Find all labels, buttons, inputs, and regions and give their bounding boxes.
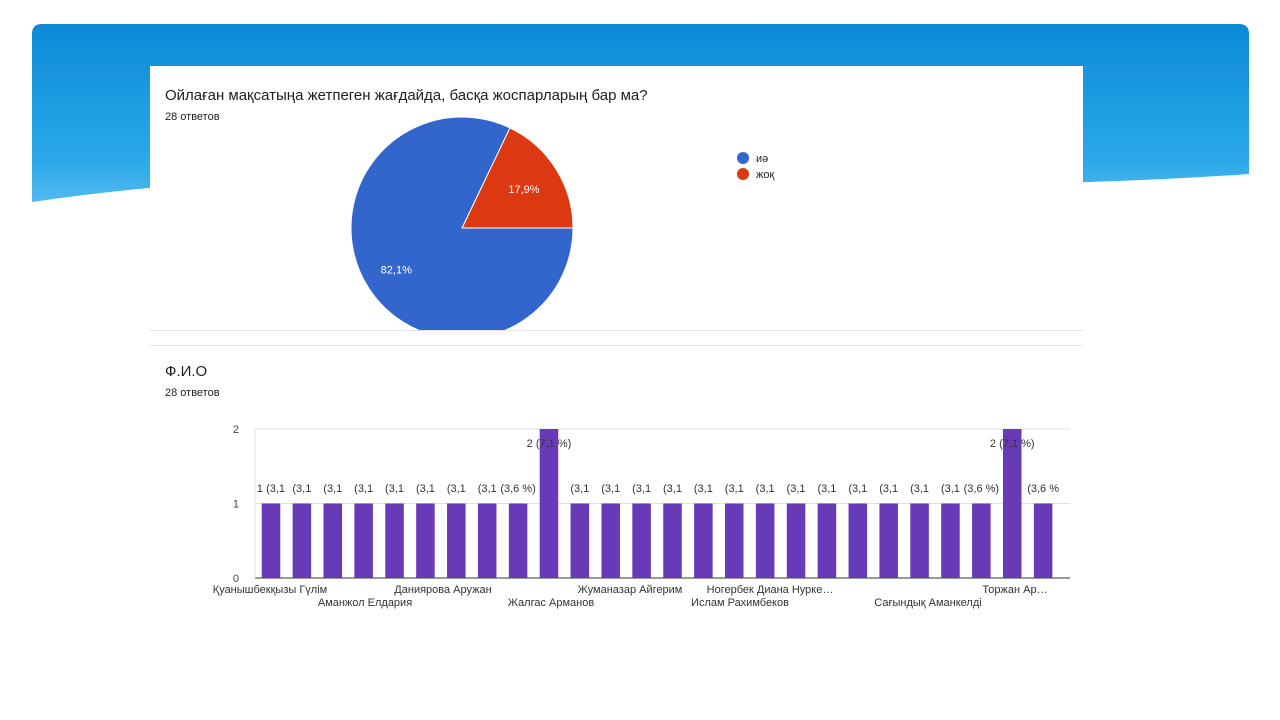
bar-value-label-2: (3,1 [323, 483, 342, 495]
bar-8 [508, 503, 528, 578]
bar-23 [972, 503, 991, 578]
bar-question-title: Ф.И.О [165, 363, 208, 380]
pie-slice-1 [461, 127, 574, 229]
bar-value-label-22: (3,1 [941, 483, 960, 495]
bar-response-count: 28 ответов [165, 387, 220, 399]
y-tick-label-2: 2 [233, 424, 239, 436]
category-label-top-3: Ногербек Диана Нурке… [707, 584, 834, 596]
bar-21 [910, 503, 929, 578]
bar-value-label-18: (3,1 [817, 483, 836, 495]
bar-11 [601, 503, 620, 578]
bar-17 [786, 503, 806, 578]
category-label-bottom-2: Ислам Рахимбеков [691, 597, 789, 609]
bar-value-label-19: (3,1 [848, 483, 867, 495]
bar-9 [539, 429, 559, 578]
bar-6 [447, 503, 466, 578]
bar-value-label-9: 2 (7,1 %) [527, 438, 572, 450]
bar-value-label-16: (3,1 [756, 483, 775, 495]
bar-value-label-11: (3,1 [601, 483, 620, 495]
bar-2 [323, 503, 343, 578]
bar-12 [632, 503, 651, 578]
bar-value-label-14: (3,1 [694, 483, 713, 495]
pie-question-card: Ойлаған мақсатыңа жетпеген жағдайда, бас… [150, 66, 1083, 331]
category-label-bottom-0: Аманжол Елдария [318, 597, 412, 609]
category-label-top-0: Қуанышбекқызы Гүлім [213, 584, 327, 596]
bar-0 [261, 503, 281, 578]
bar-3 [354, 503, 373, 578]
bar-18 [817, 503, 837, 578]
bar-value-label-21: (3,1 [910, 483, 929, 495]
bar-value-label-1: (3,1 [292, 483, 311, 495]
y-tick-label-0: 0 [233, 573, 239, 585]
legend-label-0: иә [756, 153, 768, 165]
pie-question-title: Ойлаған мақсатыңа жетпеген жағдайда, бас… [165, 87, 648, 104]
legend-swatch-0 [737, 152, 749, 164]
bar-1 [292, 503, 312, 578]
category-label-top-1: Даниярова Аружан [394, 584, 491, 596]
bar-value-label-3: (3,1 [354, 483, 373, 495]
bar-value-label-15: (3,1 [725, 483, 744, 495]
pie-slice-label-1: 17,9% [508, 184, 539, 196]
bar-value-label-17: (3,1 [787, 483, 806, 495]
bar-value-label-10: (3,1 [570, 483, 589, 495]
bar-25 [1033, 503, 1053, 578]
bar-20 [879, 503, 898, 578]
bar-value-label-8: (3,6 %) [500, 483, 535, 495]
legend-swatch-1 [737, 168, 749, 180]
pie-response-count: 28 ответов [165, 111, 220, 123]
bar-value-label-20: (3,1 [879, 483, 898, 495]
bar-value-label-7: (3,1 [478, 483, 497, 495]
bar-14 [694, 503, 713, 578]
bar-value-label-4: (3,1 [385, 483, 404, 495]
legend-label-1: жоқ [756, 169, 774, 181]
bar-value-label-25: (3,6 % [1027, 483, 1059, 495]
category-label-bottom-1: Жалгас Арманов [508, 597, 595, 609]
bar-7 [477, 503, 497, 578]
bar-16 [755, 503, 775, 578]
pie-slice-label-0: 82,1% [381, 264, 412, 276]
category-label-bottom-3: Сағындық Аманкелді [874, 597, 981, 609]
bar-10 [570, 503, 590, 578]
bar-13 [663, 503, 682, 578]
category-label-top-4: Торжан Ар… [982, 584, 1047, 596]
pie-slice-0 [350, 116, 574, 330]
bar-value-label-5: (3,1 [416, 483, 435, 495]
bar-19 [848, 503, 868, 578]
y-tick-label-1: 1 [233, 499, 239, 511]
bar-value-label-12: (3,1 [632, 483, 651, 495]
bar-22 [941, 503, 960, 578]
pie-chart: 17,9% 82,1% иә жоқ [350, 116, 774, 330]
bar-value-label-6: (3,1 [447, 483, 466, 495]
bar-5 [416, 503, 435, 578]
bar-24 [1002, 429, 1022, 578]
category-label-top-2: Жуманазар Айгерим [578, 584, 683, 596]
bar-value-label-0: 1 (3,1 [257, 483, 285, 495]
bar-15 [725, 503, 744, 578]
bar-4 [385, 503, 404, 578]
bar-value-label-13: (3,1 [663, 483, 682, 495]
bar-value-label-23: (3,6 %) [964, 483, 999, 495]
bar-value-label-24: 2 (7,1 %) [990, 438, 1035, 450]
